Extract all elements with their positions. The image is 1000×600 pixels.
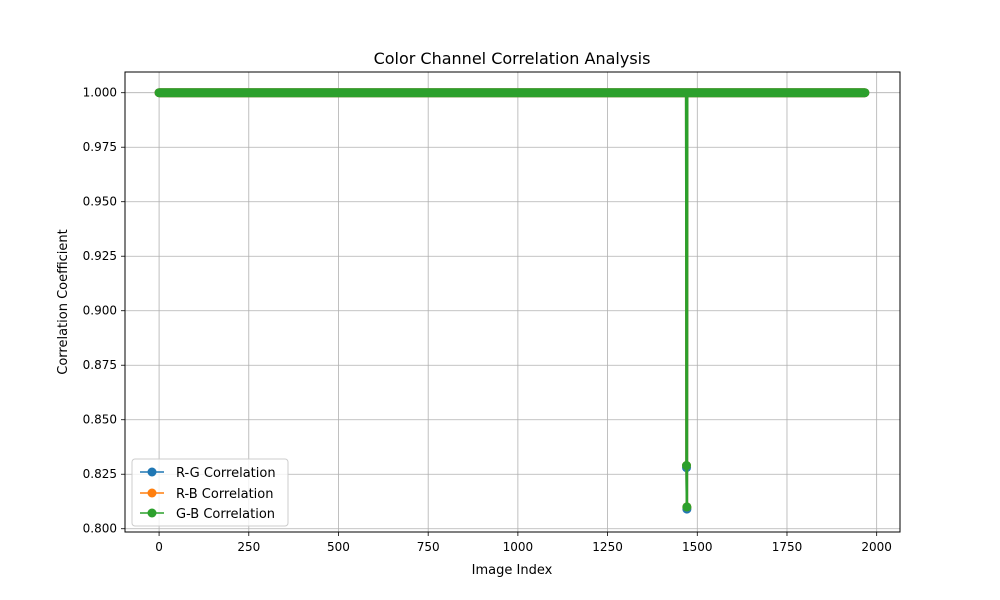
- x-tick-label: 2000: [861, 540, 892, 554]
- x-tick-label: 750: [417, 540, 440, 554]
- legend-marker-r-g: [147, 467, 157, 477]
- legend-label-r-b: R-B Correlation: [176, 487, 273, 502]
- plot-frame: [124, 71, 901, 533]
- y-tick-label: 1.000: [83, 86, 117, 100]
- y-tick-label: 0.975: [83, 140, 117, 154]
- chart-title: Color Channel Correlation Analysis: [374, 49, 651, 68]
- data-point: [682, 461, 692, 471]
- x-axis-label: Image Index: [472, 563, 553, 578]
- x-tick-label: 1750: [772, 540, 803, 554]
- series-g-b-correlation: [154, 88, 870, 512]
- legend-entry-r-g: R-G Correlation: [140, 466, 276, 481]
- y-tick-label: 0.925: [83, 249, 117, 263]
- y-tick-label: 0.850: [83, 413, 117, 427]
- legend-label-r-g: R-G Correlation: [176, 466, 276, 481]
- data-point: [682, 502, 692, 512]
- series-layer: [154, 88, 870, 514]
- y-tick-label: 0.875: [83, 358, 117, 372]
- ticks: 0 250 500 750 1000 1250 1500 1750 2000 0.800 0.825…: [83, 86, 892, 554]
- y-tick-label: 0.950: [83, 195, 117, 209]
- x-tick-label: 0: [155, 540, 163, 554]
- legend-entry-r-b: R-B Correlation: [140, 487, 273, 502]
- x-tick-label: 250: [237, 540, 260, 554]
- y-tick-label: 0.800: [83, 522, 117, 536]
- x-tick-label: 500: [327, 540, 350, 554]
- y-tick-label: 0.825: [83, 467, 117, 481]
- grid: [125, 72, 900, 532]
- y-axis-label: Correlation Coefficient: [56, 229, 71, 375]
- legend-box: [131, 458, 289, 527]
- legend-marker-r-b: [147, 488, 157, 498]
- legend: R-G Correlation R-B Correlation G-B Corr…: [131, 458, 289, 527]
- x-tick-label: 1500: [682, 540, 713, 554]
- legend-marker-g-b: [147, 508, 157, 518]
- y-tick-label: 0.900: [83, 304, 117, 318]
- x-tick-label: 1000: [503, 540, 534, 554]
- legend-entry-g-b: G-B Correlation: [140, 507, 275, 522]
- x-tick-label: 1250: [592, 540, 623, 554]
- legend-label-g-b: G-B Correlation: [176, 507, 275, 522]
